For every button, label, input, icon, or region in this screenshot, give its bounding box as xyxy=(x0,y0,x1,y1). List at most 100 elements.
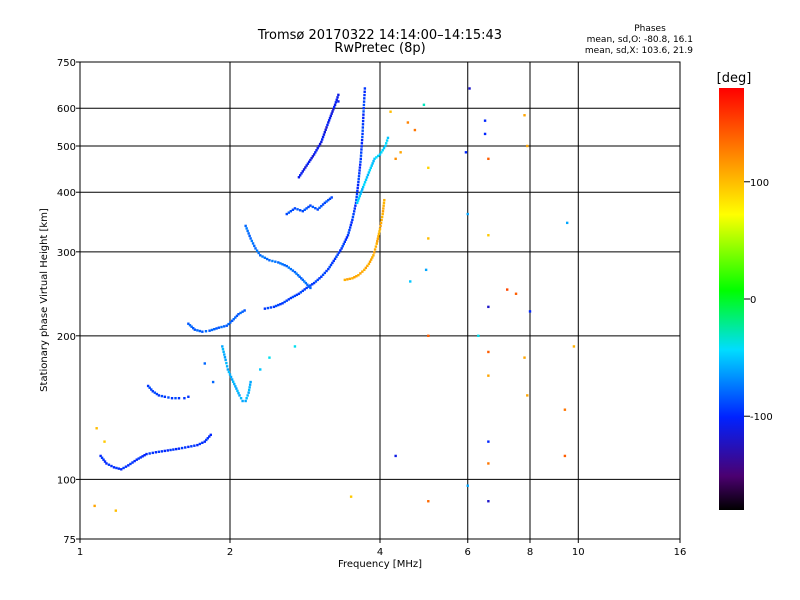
trace-point xyxy=(343,240,347,244)
trace-point xyxy=(222,325,226,328)
trace-point xyxy=(209,433,212,437)
trace-point xyxy=(317,144,321,148)
trace-point xyxy=(356,183,360,187)
trace-point xyxy=(100,456,104,460)
scatter-point xyxy=(505,288,509,291)
scatter-point xyxy=(563,454,567,458)
trace-point xyxy=(360,190,363,193)
scatter-point xyxy=(427,166,430,170)
trace-point xyxy=(358,169,361,172)
trace-point xyxy=(297,292,301,295)
trace-point xyxy=(366,264,369,268)
trace-point xyxy=(247,391,250,394)
trace-point xyxy=(343,278,347,282)
trace-point xyxy=(371,256,374,259)
trace-point xyxy=(351,215,355,219)
trace-point xyxy=(311,155,315,158)
trace-point xyxy=(355,195,358,199)
scatter-point xyxy=(349,495,353,498)
trace-point xyxy=(318,142,322,146)
trace-point xyxy=(172,448,175,451)
trace-point xyxy=(298,209,302,212)
trace-point xyxy=(359,157,362,161)
y-axis-label: Stationary phase Virtual Height [km] xyxy=(39,208,50,392)
trace-point xyxy=(372,254,375,257)
trace-point xyxy=(196,443,199,447)
trace-point xyxy=(187,322,190,325)
scatter-point xyxy=(293,345,297,348)
trace-point xyxy=(248,386,251,389)
trace-point xyxy=(269,306,273,309)
trace-point xyxy=(287,266,291,269)
trace-point xyxy=(385,139,389,142)
trace-point xyxy=(198,329,202,333)
trace-point xyxy=(122,466,125,470)
stats-header: Phases xyxy=(634,24,666,34)
trace-point xyxy=(295,293,299,297)
trace-point xyxy=(254,247,257,250)
trace-point xyxy=(303,208,306,211)
trace-point xyxy=(285,264,288,268)
colorbar xyxy=(719,88,744,510)
y-tick-label: 100 xyxy=(57,475,76,486)
trace-point xyxy=(362,107,365,110)
trace-point xyxy=(120,468,123,471)
trace-point xyxy=(283,263,286,267)
trace-point xyxy=(221,347,225,351)
trace-point xyxy=(336,253,339,256)
trace-point xyxy=(355,275,358,278)
trace-point xyxy=(309,284,312,287)
trace-point xyxy=(326,123,329,127)
trace-point xyxy=(361,123,365,126)
trace-point xyxy=(352,210,356,213)
trace-point xyxy=(190,445,193,448)
trace-point xyxy=(160,450,164,453)
scatter-point xyxy=(424,268,428,272)
trace-point xyxy=(341,245,344,248)
x-tick-label: 16 xyxy=(674,547,687,558)
trace-point xyxy=(339,249,342,252)
trace-point xyxy=(346,234,350,237)
trace-point xyxy=(297,176,301,179)
trace-point xyxy=(223,353,226,356)
trace-point xyxy=(115,466,118,470)
trace-point xyxy=(309,158,312,162)
scatter-point xyxy=(422,103,426,107)
trace-point xyxy=(203,440,206,443)
trace-point xyxy=(163,395,167,398)
trace-point xyxy=(314,151,317,154)
grid-lines xyxy=(80,62,680,539)
trace-point xyxy=(293,270,297,274)
trace-point xyxy=(350,221,353,224)
trace-point xyxy=(354,204,357,207)
stats-o-mode: mean, sd,O: -80.8, 16.1 xyxy=(587,35,693,45)
trace-point xyxy=(146,384,150,388)
chart-title: Tromsø 20170322 14:14:00–14:15:43 xyxy=(257,28,502,43)
trace-point xyxy=(381,210,385,213)
trace-point xyxy=(332,108,335,111)
trace-point xyxy=(355,201,359,205)
y-tick-label: 75 xyxy=(63,535,76,546)
trace-point xyxy=(358,172,361,175)
trace-point xyxy=(103,460,107,463)
scatter-point xyxy=(114,509,118,512)
trace-point xyxy=(362,110,365,113)
trace-point xyxy=(385,142,388,145)
trace-point xyxy=(309,204,312,207)
trace-point xyxy=(342,242,345,246)
trace-point xyxy=(323,131,327,134)
trace-point xyxy=(316,278,319,282)
trace-point xyxy=(210,328,214,332)
trace-point xyxy=(366,173,370,177)
scatter-point xyxy=(399,151,402,154)
trace-point xyxy=(201,441,204,444)
x-tick-label: 4 xyxy=(377,547,383,558)
trace-point xyxy=(215,327,218,330)
trace-point xyxy=(355,192,359,196)
trace-point xyxy=(323,271,327,275)
trace-point xyxy=(281,263,284,266)
trace-point xyxy=(255,249,259,252)
trace-point xyxy=(272,305,276,309)
trace-point xyxy=(320,204,323,208)
trace-point xyxy=(133,459,136,463)
